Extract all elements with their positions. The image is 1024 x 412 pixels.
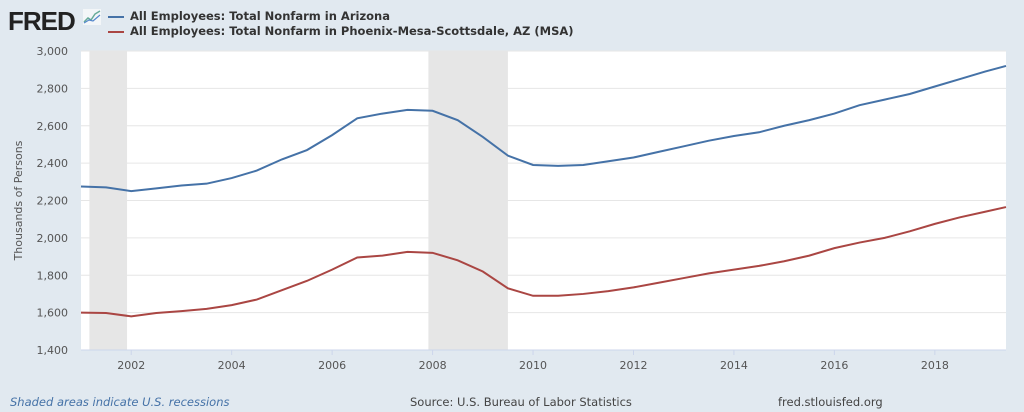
y-tick-label: 3,000 [37, 45, 69, 58]
y-tick-label: 2,600 [37, 120, 69, 133]
series-line-2 [80, 206, 1007, 318]
legend-label: All Employees: Total Nonfarm in Arizona [130, 9, 390, 23]
x-tick-label: 2016 [820, 359, 848, 372]
series-line-1 [80, 64, 1007, 193]
y-tick-label: 2,400 [37, 157, 69, 170]
x-tick-label: 2010 [519, 359, 547, 372]
y-tick-label: 1,400 [37, 344, 69, 357]
chart-logo-icon [83, 9, 101, 25]
fred-logo: FRED [8, 6, 76, 36]
y-tick-label: 2,200 [37, 195, 69, 208]
site-link[interactable]: fred.stlouisfed.org [778, 395, 883, 409]
line-chart: 1,400 1,600 1,800 2,000 2,200 2,400 2,600 2,800… [12, 45, 1007, 372]
recession-note-link[interactable]: Shaded areas indicate U.S. recessions [10, 395, 230, 409]
x-tick-label: 2018 [921, 359, 949, 372]
legend-swatch [108, 15, 124, 18]
y-tick-label: 1,600 [37, 307, 69, 320]
y-tick-label: 2,000 [37, 232, 69, 245]
x-tick-label: 2014 [720, 359, 748, 372]
y-tick-label: 2,800 [37, 82, 69, 95]
x-tick-label: 2008 [419, 359, 447, 372]
legend-item-arizona: All Employees: Total Nonfarm in Arizona [108, 9, 574, 24]
y-axis-label: Thousands of Persons [12, 140, 25, 261]
legend: All Employees: Total Nonfarm in Arizona … [108, 9, 574, 39]
y-tick-label: 1,800 [37, 269, 69, 282]
source-text: Source: U.S. Bureau of Labor Statistics [410, 395, 632, 409]
x-tick-label: 2012 [619, 359, 647, 372]
legend-item-phoenix: All Employees: Total Nonfarm in Phoenix-… [108, 24, 574, 39]
x-tick-label: 2002 [117, 359, 145, 372]
x-tick-label: 2006 [318, 359, 346, 372]
x-tick-label: 2004 [218, 359, 246, 372]
legend-label: All Employees: Total Nonfarm in Phoenix-… [130, 24, 574, 38]
legend-swatch [108, 30, 124, 33]
